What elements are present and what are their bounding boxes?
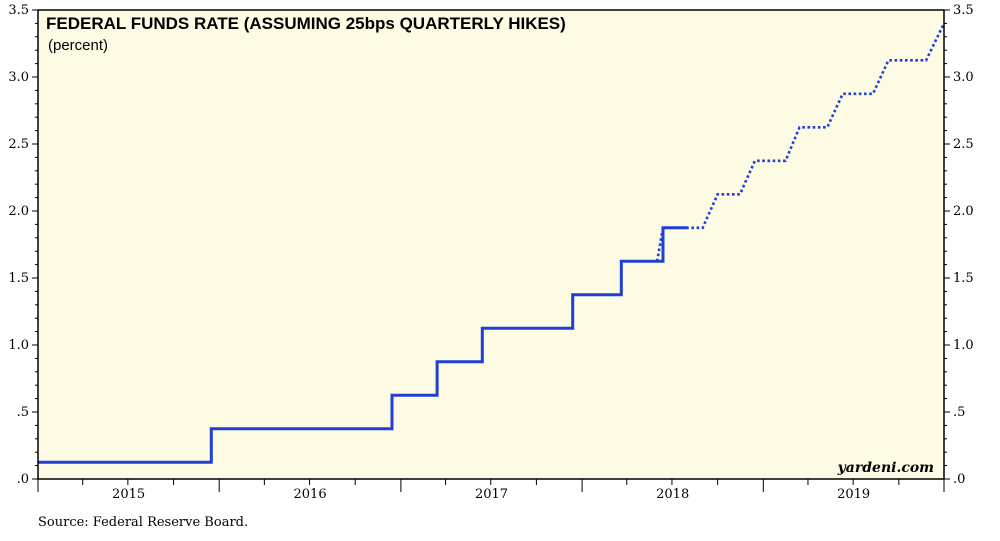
y-tick-label-right: 3.0: [953, 70, 974, 85]
x-year-label: 2016: [294, 487, 327, 502]
y-tick-label-left: 3.0: [8, 70, 29, 85]
projected-rate-line: [655, 22, 946, 262]
y-tick-label-left: 2.5: [8, 137, 29, 152]
y-tick-label-left: 1.5: [8, 271, 29, 286]
y-tick-label-right: 1.5: [953, 271, 974, 286]
y-axis-right: .0 .5 1.0 1.5 2.0 2.5 3.0 3.5: [944, 3, 974, 487]
watermark: yardeni.com: [837, 460, 934, 476]
x-year-label: 2015: [112, 487, 145, 502]
x-year-label: 2019: [837, 487, 870, 502]
actual-rate-line: [38, 226, 688, 464]
y-tick-label-right: .5: [953, 405, 965, 420]
chart-subtitle: (percent): [48, 37, 108, 54]
series-layer: [38, 22, 946, 464]
y-tick-label-left: 1.0: [8, 338, 29, 353]
x-axis: 2015 2016 2017 2018 2019: [37, 479, 945, 502]
y-tick-label-right: .0: [953, 472, 965, 487]
y-tick-label-right: 2.5: [953, 137, 974, 152]
plot-frame: [37, 9, 945, 480]
source-note: Source: Federal Reserve Board.: [38, 515, 249, 530]
x-year-label: 2017: [475, 487, 508, 502]
y-tick-label-left: 2.0: [8, 204, 29, 219]
chart-title: FEDERAL FUNDS RATE (ASSUMING 25bps QUART…: [46, 14, 566, 33]
y-tick-label-left: 3.5: [8, 3, 29, 18]
y-tick-label-right: 2.0: [953, 204, 974, 219]
y-tick-label-left: .0: [17, 472, 29, 487]
y-tick-label-left: .5: [17, 405, 29, 420]
y-tick-label-right: 1.0: [953, 338, 974, 353]
plot-area: [38, 10, 944, 479]
y-axis-left: .0 .5 1.0 1.5 2.0 2.5 3.0 3.5: [8, 3, 38, 487]
y-tick-label-right: 3.5: [953, 3, 974, 18]
x-year-label: 2018: [656, 487, 689, 502]
